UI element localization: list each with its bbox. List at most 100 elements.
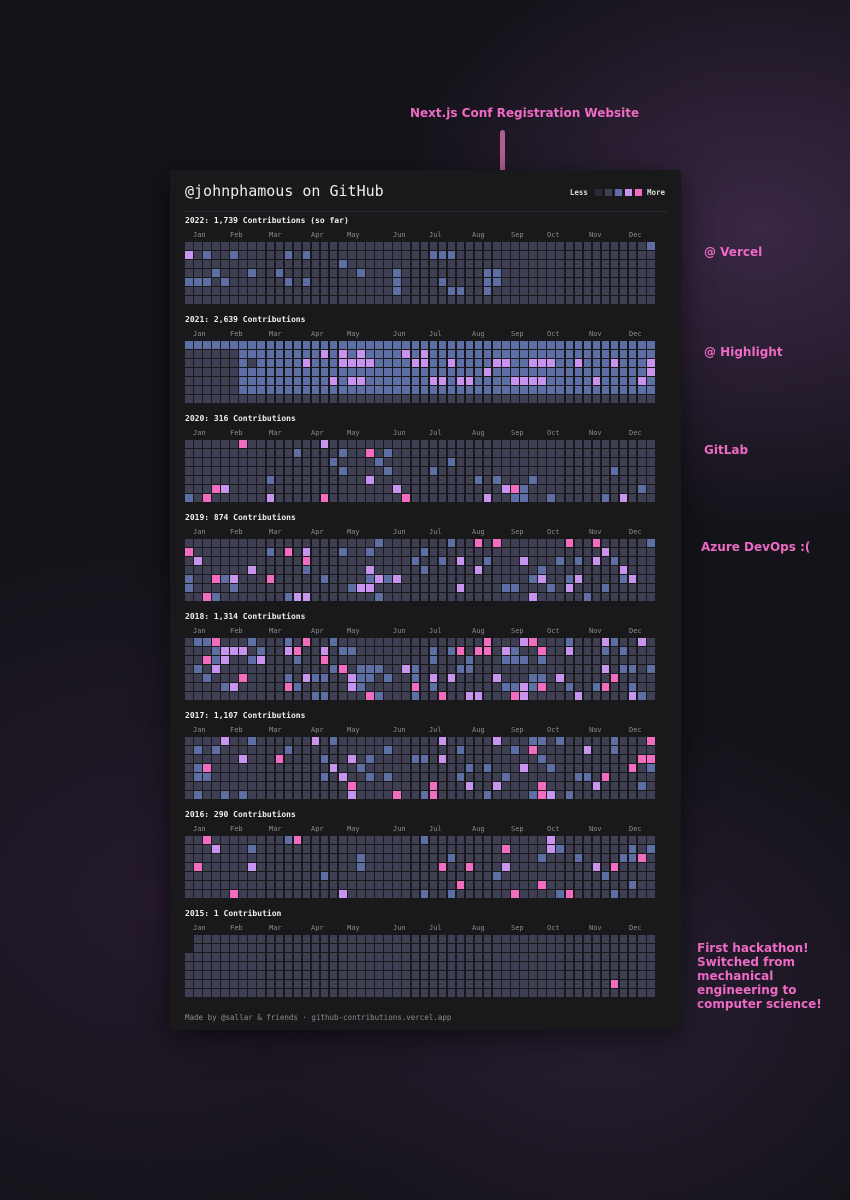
contribution-cell[interactable]	[366, 368, 374, 376]
contribution-cell[interactable]	[230, 755, 238, 763]
contribution-cell[interactable]	[329, 548, 338, 556]
contribution-cell[interactable]	[366, 566, 374, 574]
contribution-cell[interactable]	[493, 485, 501, 493]
contribution-cell[interactable]	[447, 467, 456, 475]
contribution-cell[interactable]	[574, 341, 583, 349]
contribution-cell[interactable]	[465, 755, 474, 763]
contribution-cell[interactable]	[529, 548, 537, 556]
contribution-cell[interactable]	[493, 863, 501, 871]
contribution-cell[interactable]	[212, 935, 220, 943]
contribution-cell[interactable]	[329, 683, 338, 691]
contribution-cell[interactable]	[302, 764, 311, 772]
contribution-cell[interactable]	[302, 665, 311, 673]
contribution-cell[interactable]	[465, 476, 474, 484]
contribution-cell[interactable]	[393, 296, 401, 304]
contribution-cell[interactable]	[628, 278, 637, 286]
contribution-cell[interactable]	[384, 539, 392, 547]
contribution-cell[interactable]	[474, 449, 483, 457]
contribution-cell[interactable]	[601, 791, 610, 799]
contribution-cell[interactable]	[583, 548, 592, 556]
contribution-cell[interactable]	[266, 746, 275, 754]
contribution-cell[interactable]	[565, 692, 574, 700]
contribution-cell[interactable]	[574, 377, 583, 385]
contribution-cell[interactable]	[538, 746, 546, 754]
contribution-cell[interactable]	[411, 656, 419, 664]
contribution-cell[interactable]	[393, 377, 401, 385]
contribution-cell[interactable]	[474, 260, 483, 268]
contribution-cell[interactable]	[329, 269, 338, 277]
contribution-cell[interactable]	[628, 449, 637, 457]
contribution-cell[interactable]	[574, 575, 583, 583]
contribution-cell[interactable]	[638, 980, 646, 988]
contribution-cell[interactable]	[420, 692, 429, 700]
contribution-cell[interactable]	[474, 980, 483, 988]
contribution-cell[interactable]	[529, 575, 537, 583]
contribution-cell[interactable]	[583, 377, 592, 385]
contribution-cell[interactable]	[357, 683, 365, 691]
contribution-cell[interactable]	[529, 467, 537, 475]
contribution-cell[interactable]	[601, 368, 610, 376]
contribution-cell[interactable]	[302, 548, 311, 556]
contribution-cell[interactable]	[230, 287, 238, 295]
contribution-cell[interactable]	[375, 890, 383, 898]
contribution-cell[interactable]	[221, 692, 229, 700]
contribution-cell[interactable]	[538, 863, 546, 871]
contribution-cell[interactable]	[275, 962, 284, 970]
contribution-cell[interactable]	[248, 647, 256, 655]
contribution-cell[interactable]	[366, 548, 374, 556]
contribution-cell[interactable]	[230, 296, 238, 304]
contribution-cell[interactable]	[520, 494, 528, 502]
contribution-cell[interactable]	[547, 566, 555, 574]
contribution-cell[interactable]	[203, 935, 211, 943]
contribution-cell[interactable]	[592, 674, 601, 682]
contribution-cell[interactable]	[456, 485, 465, 493]
contribution-cell[interactable]	[556, 593, 564, 601]
contribution-cell[interactable]	[647, 494, 655, 502]
contribution-cell[interactable]	[194, 278, 202, 286]
contribution-cell[interactable]	[212, 944, 220, 952]
contribution-cell[interactable]	[547, 863, 555, 871]
contribution-cell[interactable]	[230, 953, 238, 961]
contribution-cell[interactable]	[239, 863, 247, 871]
contribution-cell[interactable]	[628, 656, 637, 664]
contribution-cell[interactable]	[366, 377, 374, 385]
contribution-cell[interactable]	[212, 980, 220, 988]
contribution-cell[interactable]	[212, 350, 220, 358]
contribution-cell[interactable]	[438, 764, 447, 772]
contribution-cell[interactable]	[239, 575, 247, 583]
contribution-cell[interactable]	[574, 836, 583, 844]
contribution-cell[interactable]	[619, 953, 628, 961]
contribution-cell[interactable]	[493, 260, 501, 268]
contribution-cell[interactable]	[230, 872, 238, 880]
contribution-cell[interactable]	[474, 251, 483, 259]
contribution-cell[interactable]	[348, 872, 356, 880]
contribution-cell[interactable]	[583, 593, 592, 601]
contribution-cell[interactable]	[474, 971, 483, 979]
contribution-cell[interactable]	[647, 476, 655, 484]
contribution-cell[interactable]	[248, 557, 256, 565]
contribution-cell[interactable]	[339, 944, 347, 952]
contribution-cell[interactable]	[601, 251, 610, 259]
contribution-cell[interactable]	[311, 674, 320, 682]
contribution-cell[interactable]	[538, 782, 546, 790]
contribution-cell[interactable]	[610, 584, 619, 592]
contribution-cell[interactable]	[493, 458, 501, 466]
contribution-cell[interactable]	[203, 242, 211, 250]
contribution-cell[interactable]	[493, 575, 501, 583]
contribution-cell[interactable]	[293, 458, 302, 466]
contribution-cell[interactable]	[402, 359, 410, 367]
contribution-cell[interactable]	[556, 557, 564, 565]
contribution-cell[interactable]	[610, 242, 619, 250]
contribution-cell[interactable]	[357, 440, 365, 448]
contribution-cell[interactable]	[511, 359, 519, 367]
contribution-cell[interactable]	[275, 458, 284, 466]
contribution-cell[interactable]	[311, 269, 320, 277]
contribution-cell[interactable]	[348, 980, 356, 988]
contribution-cell[interactable]	[402, 296, 410, 304]
contribution-cell[interactable]	[647, 674, 655, 682]
contribution-cell[interactable]	[348, 395, 356, 403]
contribution-cell[interactable]	[556, 836, 564, 844]
contribution-cell[interactable]	[619, 737, 628, 745]
contribution-cell[interactable]	[221, 251, 229, 259]
contribution-cell[interactable]	[574, 494, 583, 502]
